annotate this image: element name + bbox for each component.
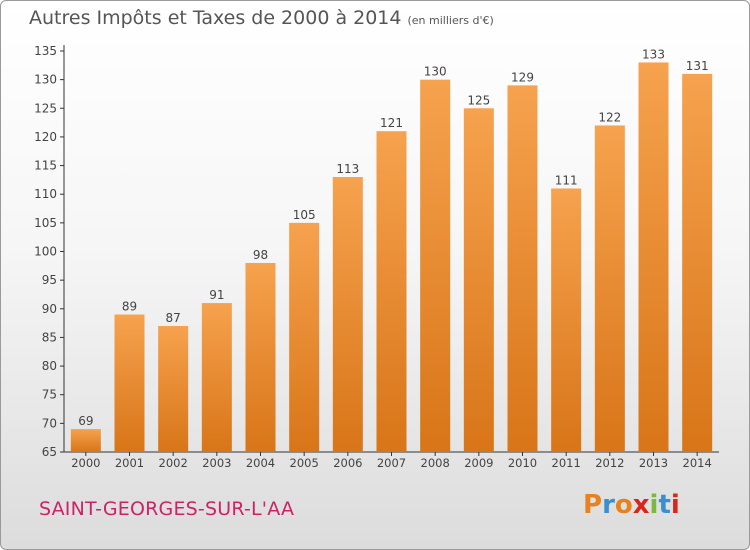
bar-value-label: 91: [209, 288, 224, 302]
y-tick-label: 80: [42, 359, 57, 373]
bar-value-label: 129: [511, 70, 534, 84]
chart-title: Autres Impôts et Taxes de 2000 à 2014: [29, 7, 402, 29]
bar-value-label: 89: [122, 300, 137, 314]
proxiti-logo: Proxiti: [583, 490, 680, 520]
bar-value-label: 122: [598, 110, 621, 124]
bar: [638, 62, 669, 452]
y-tick-label: 130: [34, 73, 57, 87]
bar-value-label: 133: [642, 47, 665, 61]
x-tick-label: 2004: [246, 456, 275, 470]
bar: [507, 85, 538, 452]
bar-value-label: 130: [424, 65, 447, 79]
chart-title-block: Autres Impôts et Taxes de 2000 à 2014 (en…: [29, 7, 494, 29]
x-tick-label: 2009: [464, 456, 493, 470]
bar: [594, 125, 625, 452]
bar: [114, 314, 145, 452]
y-tick-label: 115: [34, 159, 57, 173]
logo-letter: x: [632, 490, 650, 520]
y-tick-label: 135: [34, 44, 57, 58]
bar: [158, 325, 189, 452]
bar-value-label: 87: [166, 311, 181, 325]
y-tick-label: 75: [42, 388, 57, 402]
bar: [551, 188, 582, 452]
logo-letter: i: [670, 490, 680, 520]
bar-value-label: 113: [336, 162, 359, 176]
bar: [201, 303, 232, 452]
bar-value-label: 111: [555, 173, 578, 187]
bar-value-label: 131: [686, 59, 709, 73]
bar: [682, 73, 713, 453]
chart-unit: (en milliers d'€): [407, 14, 494, 27]
x-tick-label: 2006: [333, 456, 362, 470]
logo-letter: r: [602, 490, 615, 520]
y-tick-label: 70: [42, 416, 57, 430]
x-tick-label: 2003: [202, 456, 231, 470]
x-tick-label: 2010: [508, 456, 537, 470]
logo-letter: t: [658, 490, 671, 520]
x-tick-label: 2008: [421, 456, 450, 470]
bar-value-label: 125: [467, 93, 490, 107]
y-tick-label: 95: [42, 273, 57, 287]
x-tick-label: 2007: [377, 456, 406, 470]
x-tick-label: 2011: [552, 456, 581, 470]
x-tick-label: 2001: [115, 456, 144, 470]
y-tick-label: 100: [34, 245, 57, 259]
bar: [376, 131, 407, 452]
bar-value-label: 98: [253, 248, 268, 262]
city-name: SAINT-GEORGES-SUR-L'AA: [39, 498, 295, 520]
y-tick-label: 105: [34, 216, 57, 230]
bar: [245, 262, 276, 452]
y-tick-label: 110: [34, 187, 57, 201]
bar-value-label: 69: [78, 414, 93, 428]
x-tick-label: 2000: [71, 456, 100, 470]
x-tick-label: 2012: [595, 456, 624, 470]
logo-letter: i: [649, 490, 659, 520]
y-tick-label: 120: [34, 130, 57, 144]
y-tick-label: 125: [34, 101, 57, 115]
x-tick-label: 2014: [683, 456, 712, 470]
x-tick-label: 2013: [639, 456, 668, 470]
bar: [463, 108, 494, 453]
x-tick-label: 2002: [159, 456, 188, 470]
bar: [289, 222, 320, 452]
bar: [332, 177, 363, 452]
logo-letter: o: [614, 490, 633, 520]
bar-value-label: 121: [380, 116, 403, 130]
bar-value-label: 105: [293, 208, 316, 222]
y-tick-label: 90: [42, 302, 57, 316]
y-tick-label: 65: [42, 445, 57, 459]
bar: [420, 79, 451, 453]
x-tick-label: 2005: [290, 456, 319, 470]
logo-letter: P: [583, 490, 603, 520]
y-tick-label: 85: [42, 330, 57, 344]
bar: [70, 429, 101, 452]
